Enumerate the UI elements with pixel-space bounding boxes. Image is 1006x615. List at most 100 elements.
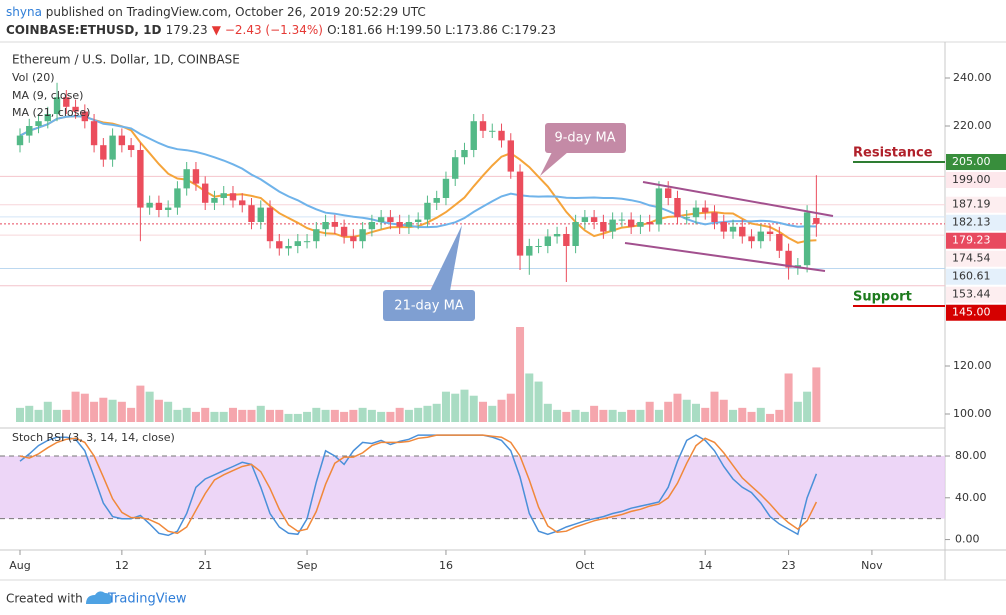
candle-body <box>368 221 376 230</box>
volume-bar <box>756 407 765 422</box>
volume-bar <box>34 409 43 422</box>
callout: 9-day MA <box>554 131 615 146</box>
candle-body <box>498 130 505 141</box>
y-tick-label: 240.00 <box>953 71 992 84</box>
callout-box <box>383 290 475 321</box>
candle-body <box>572 221 579 246</box>
candle-body <box>26 125 33 136</box>
candle-body <box>109 135 116 160</box>
volume-bar <box>303 411 312 422</box>
y-tick-label: 0.00 <box>955 533 980 546</box>
stoch-line <box>19 434 818 537</box>
candle-body <box>711 212 718 222</box>
volume-bar <box>645 401 654 422</box>
candle-body <box>544 236 552 246</box>
author: shyna <box>6 5 42 19</box>
note-text: Support <box>853 289 912 304</box>
volume-bar <box>423 405 432 422</box>
volume-bar <box>404 409 413 422</box>
note-text: Resistance <box>853 145 933 160</box>
candle-body <box>424 202 431 220</box>
volume-bar <box>673 393 682 422</box>
candle-body <box>340 226 348 237</box>
candle-body <box>90 121 98 146</box>
last: 179.23 <box>166 23 208 37</box>
volume-bar <box>312 407 321 422</box>
y-tick-label: 220.00 <box>953 119 992 132</box>
candle-body <box>377 217 385 222</box>
legend-ma: MA (21, close) <box>12 106 90 119</box>
volume-bar <box>506 393 515 422</box>
level-box <box>946 286 1006 303</box>
candle-body <box>359 229 366 242</box>
volume-bar <box>53 409 62 422</box>
candle-body <box>350 236 357 242</box>
volume-bar <box>562 411 571 422</box>
volume-bar <box>90 401 99 422</box>
volume-bar <box>812 367 821 422</box>
candle-body <box>479 121 487 131</box>
candle-body <box>489 130 496 132</box>
volume-bar <box>627 409 636 422</box>
candle-body <box>266 207 274 242</box>
candle-body <box>600 221 607 232</box>
volume-bar <box>441 391 450 422</box>
y-tick-label: 80.00 <box>955 449 987 462</box>
candle-body <box>590 217 598 222</box>
volume-bar <box>349 409 358 422</box>
candle-body <box>72 106 79 112</box>
candle-body <box>516 171 524 256</box>
volume-bar <box>553 409 562 422</box>
logo <box>86 591 112 604</box>
candle-body <box>16 135 24 146</box>
candle-body <box>813 218 820 224</box>
volume-bar <box>191 411 200 422</box>
volume-bar <box>534 381 543 422</box>
candle-body <box>303 241 311 243</box>
volume-bar <box>145 391 154 422</box>
volume-bar <box>62 409 71 422</box>
candle-body <box>748 236 755 242</box>
volume-bar <box>164 401 173 422</box>
x-tick-label: Aug <box>9 559 30 572</box>
candle-body <box>44 113 51 122</box>
volume-bar <box>803 391 812 422</box>
volume-bar <box>710 391 719 422</box>
candle-body <box>81 111 89 122</box>
candle-body <box>702 207 709 213</box>
volume-bar <box>395 407 404 422</box>
candle-body <box>276 241 283 249</box>
candle-body <box>100 145 107 160</box>
candle-body <box>322 221 329 230</box>
volume-bar <box>654 409 663 422</box>
candle-body <box>174 188 181 208</box>
volume-bar <box>525 373 534 422</box>
candle-body <box>692 207 700 218</box>
volume-bar <box>719 399 728 422</box>
volume-bar <box>479 401 487 422</box>
candle-body <box>452 157 459 179</box>
volume-bar <box>293 413 302 422</box>
candle-body <box>211 197 218 203</box>
volume-bar <box>543 403 552 422</box>
published: published on TradingView.com, October 26… <box>46 5 426 19</box>
stoch-band <box>0 456 945 519</box>
volume-bar <box>247 409 256 422</box>
legend-ma: MA (9, close) <box>12 89 83 102</box>
candle-body <box>294 241 301 246</box>
candle-body <box>118 135 126 146</box>
volume-bar <box>80 393 89 422</box>
volume-bar <box>460 389 469 422</box>
volume-bar <box>691 403 700 422</box>
level-label: 174.54 <box>952 252 991 265</box>
volume-bar <box>386 411 395 422</box>
volume-bar <box>182 407 191 422</box>
candle-body <box>146 202 153 208</box>
stoch-line <box>19 434 818 535</box>
candle-body <box>285 245 292 249</box>
volume-bar <box>636 409 645 422</box>
symbol: COINBASE:ETHUSD, 1D <box>6 23 161 37</box>
header-line: shyna published on TradingView.com, Octo… <box>6 5 426 19</box>
